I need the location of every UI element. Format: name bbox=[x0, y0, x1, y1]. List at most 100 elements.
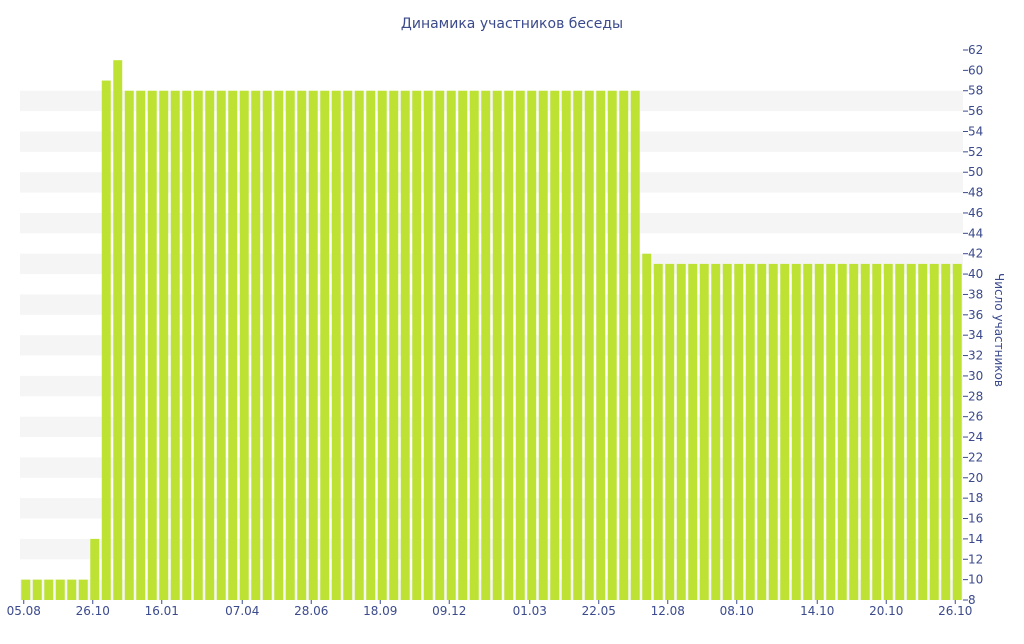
bar bbox=[619, 90, 629, 601]
x-tick-label: 09.12 bbox=[432, 604, 466, 618]
bar bbox=[182, 90, 192, 601]
y-axis-ticks: 8 10 12 14 16 18 20 22 24 26 28 30 32 34 36 38 40 42 44 46 4… bbox=[963, 43, 983, 607]
y-tick-label: 36 bbox=[968, 308, 983, 322]
bar bbox=[573, 90, 583, 601]
bar bbox=[883, 263, 893, 600]
bar bbox=[469, 90, 479, 601]
x-tick-label: 01.03 bbox=[513, 604, 547, 618]
bar bbox=[711, 263, 721, 600]
bar bbox=[377, 90, 387, 601]
y-tick-label: 38 bbox=[968, 287, 983, 301]
bar bbox=[826, 263, 836, 600]
bar bbox=[596, 90, 606, 601]
y-tick-label: 50 bbox=[968, 165, 983, 179]
bar bbox=[929, 263, 939, 600]
bar bbox=[492, 90, 502, 601]
bar bbox=[124, 90, 134, 601]
bar bbox=[918, 263, 928, 600]
y-tick-label: 60 bbox=[968, 63, 983, 77]
y-tick-label: 42 bbox=[968, 247, 983, 261]
bar bbox=[21, 579, 31, 600]
bar bbox=[515, 90, 525, 601]
bar bbox=[630, 90, 640, 601]
y-tick-label: 24 bbox=[968, 430, 983, 444]
x-tick-label: 22.05 bbox=[582, 604, 616, 618]
bars bbox=[21, 60, 962, 601]
bar bbox=[837, 263, 847, 600]
bar bbox=[653, 263, 663, 600]
x-tick-label: 26.10 bbox=[938, 604, 972, 618]
bar bbox=[423, 90, 433, 601]
bar bbox=[584, 90, 594, 601]
bar bbox=[527, 90, 537, 601]
x-tick-label: 12.08 bbox=[651, 604, 685, 618]
y-tick-label: 12 bbox=[968, 552, 983, 566]
bar bbox=[780, 263, 790, 600]
x-tick-label: 16.01 bbox=[145, 604, 179, 618]
bar bbox=[90, 538, 100, 600]
bar bbox=[354, 90, 364, 601]
bar bbox=[642, 253, 652, 600]
y-tick-label: 22 bbox=[968, 450, 983, 464]
bar bbox=[550, 90, 560, 601]
bar bbox=[872, 263, 882, 600]
bar bbox=[446, 90, 456, 601]
y-tick-label: 54 bbox=[968, 124, 983, 138]
bar bbox=[768, 263, 778, 600]
bar bbox=[44, 579, 54, 600]
bar bbox=[251, 90, 261, 601]
bar bbox=[860, 263, 870, 600]
bar bbox=[676, 263, 686, 600]
bar bbox=[285, 90, 295, 601]
x-tick-label: 28.06 bbox=[294, 604, 328, 618]
bar bbox=[722, 263, 732, 600]
y-tick-label: 8 bbox=[968, 593, 976, 607]
x-tick-label: 14.10 bbox=[800, 604, 834, 618]
y-tick-label: 56 bbox=[968, 104, 983, 118]
y-tick-label: 20 bbox=[968, 471, 983, 485]
bar bbox=[458, 90, 468, 601]
bar bbox=[435, 90, 445, 601]
bar bbox=[274, 90, 284, 601]
bar bbox=[343, 90, 353, 601]
bar bbox=[952, 263, 962, 600]
bar bbox=[849, 263, 859, 600]
bar bbox=[389, 90, 399, 601]
bar bbox=[101, 80, 111, 600]
bar bbox=[757, 263, 767, 600]
bar bbox=[67, 579, 77, 600]
y-tick-label: 16 bbox=[968, 512, 983, 526]
x-tick-label: 05.08 bbox=[7, 604, 41, 618]
y-tick-label: 46 bbox=[968, 206, 983, 220]
y-tick-label: 26 bbox=[968, 410, 983, 424]
y-tick-label: 62 bbox=[968, 43, 983, 57]
x-tick-label: 08.10 bbox=[720, 604, 754, 618]
bar bbox=[400, 90, 410, 601]
bar bbox=[895, 263, 905, 600]
bar bbox=[745, 263, 755, 600]
bar bbox=[561, 90, 571, 601]
bar bbox=[803, 263, 813, 600]
bar bbox=[688, 263, 698, 600]
y-tick-label: 18 bbox=[968, 491, 983, 505]
chart-title: Динамика участников беседы bbox=[401, 16, 623, 32]
bar bbox=[791, 263, 801, 600]
y-tick-label: 10 bbox=[968, 573, 983, 587]
y-tick-label: 34 bbox=[968, 328, 983, 342]
x-tick-label: 26.10 bbox=[76, 604, 110, 618]
y-tick-label: 58 bbox=[968, 84, 983, 98]
bar bbox=[412, 90, 422, 601]
bar bbox=[228, 90, 238, 601]
bar bbox=[216, 90, 226, 601]
bar bbox=[159, 90, 169, 601]
y-axis-label: Число участников bbox=[992, 273, 1006, 387]
y-tick-label: 28 bbox=[968, 389, 983, 403]
bar bbox=[32, 579, 42, 600]
bar bbox=[906, 263, 916, 600]
bar bbox=[113, 60, 123, 600]
x-axis-ticks: 05.08 26.10 16.01 07.04 28.06 18.09 09.12 01.03… bbox=[7, 600, 972, 618]
y-tick-label: 32 bbox=[968, 349, 983, 363]
bar bbox=[320, 90, 330, 601]
